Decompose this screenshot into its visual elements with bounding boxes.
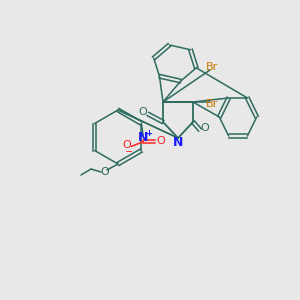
Text: N: N [138,131,148,144]
Text: O: O [100,167,109,177]
Text: O: O [122,140,131,151]
Text: +: + [145,129,152,138]
Text: O: O [201,123,209,133]
Text: Br: Br [206,62,218,72]
Text: O: O [139,107,147,117]
Text: O: O [156,136,165,146]
Text: Br: Br [206,99,218,109]
Text: −: − [125,146,134,157]
Text: N: N [173,136,183,149]
